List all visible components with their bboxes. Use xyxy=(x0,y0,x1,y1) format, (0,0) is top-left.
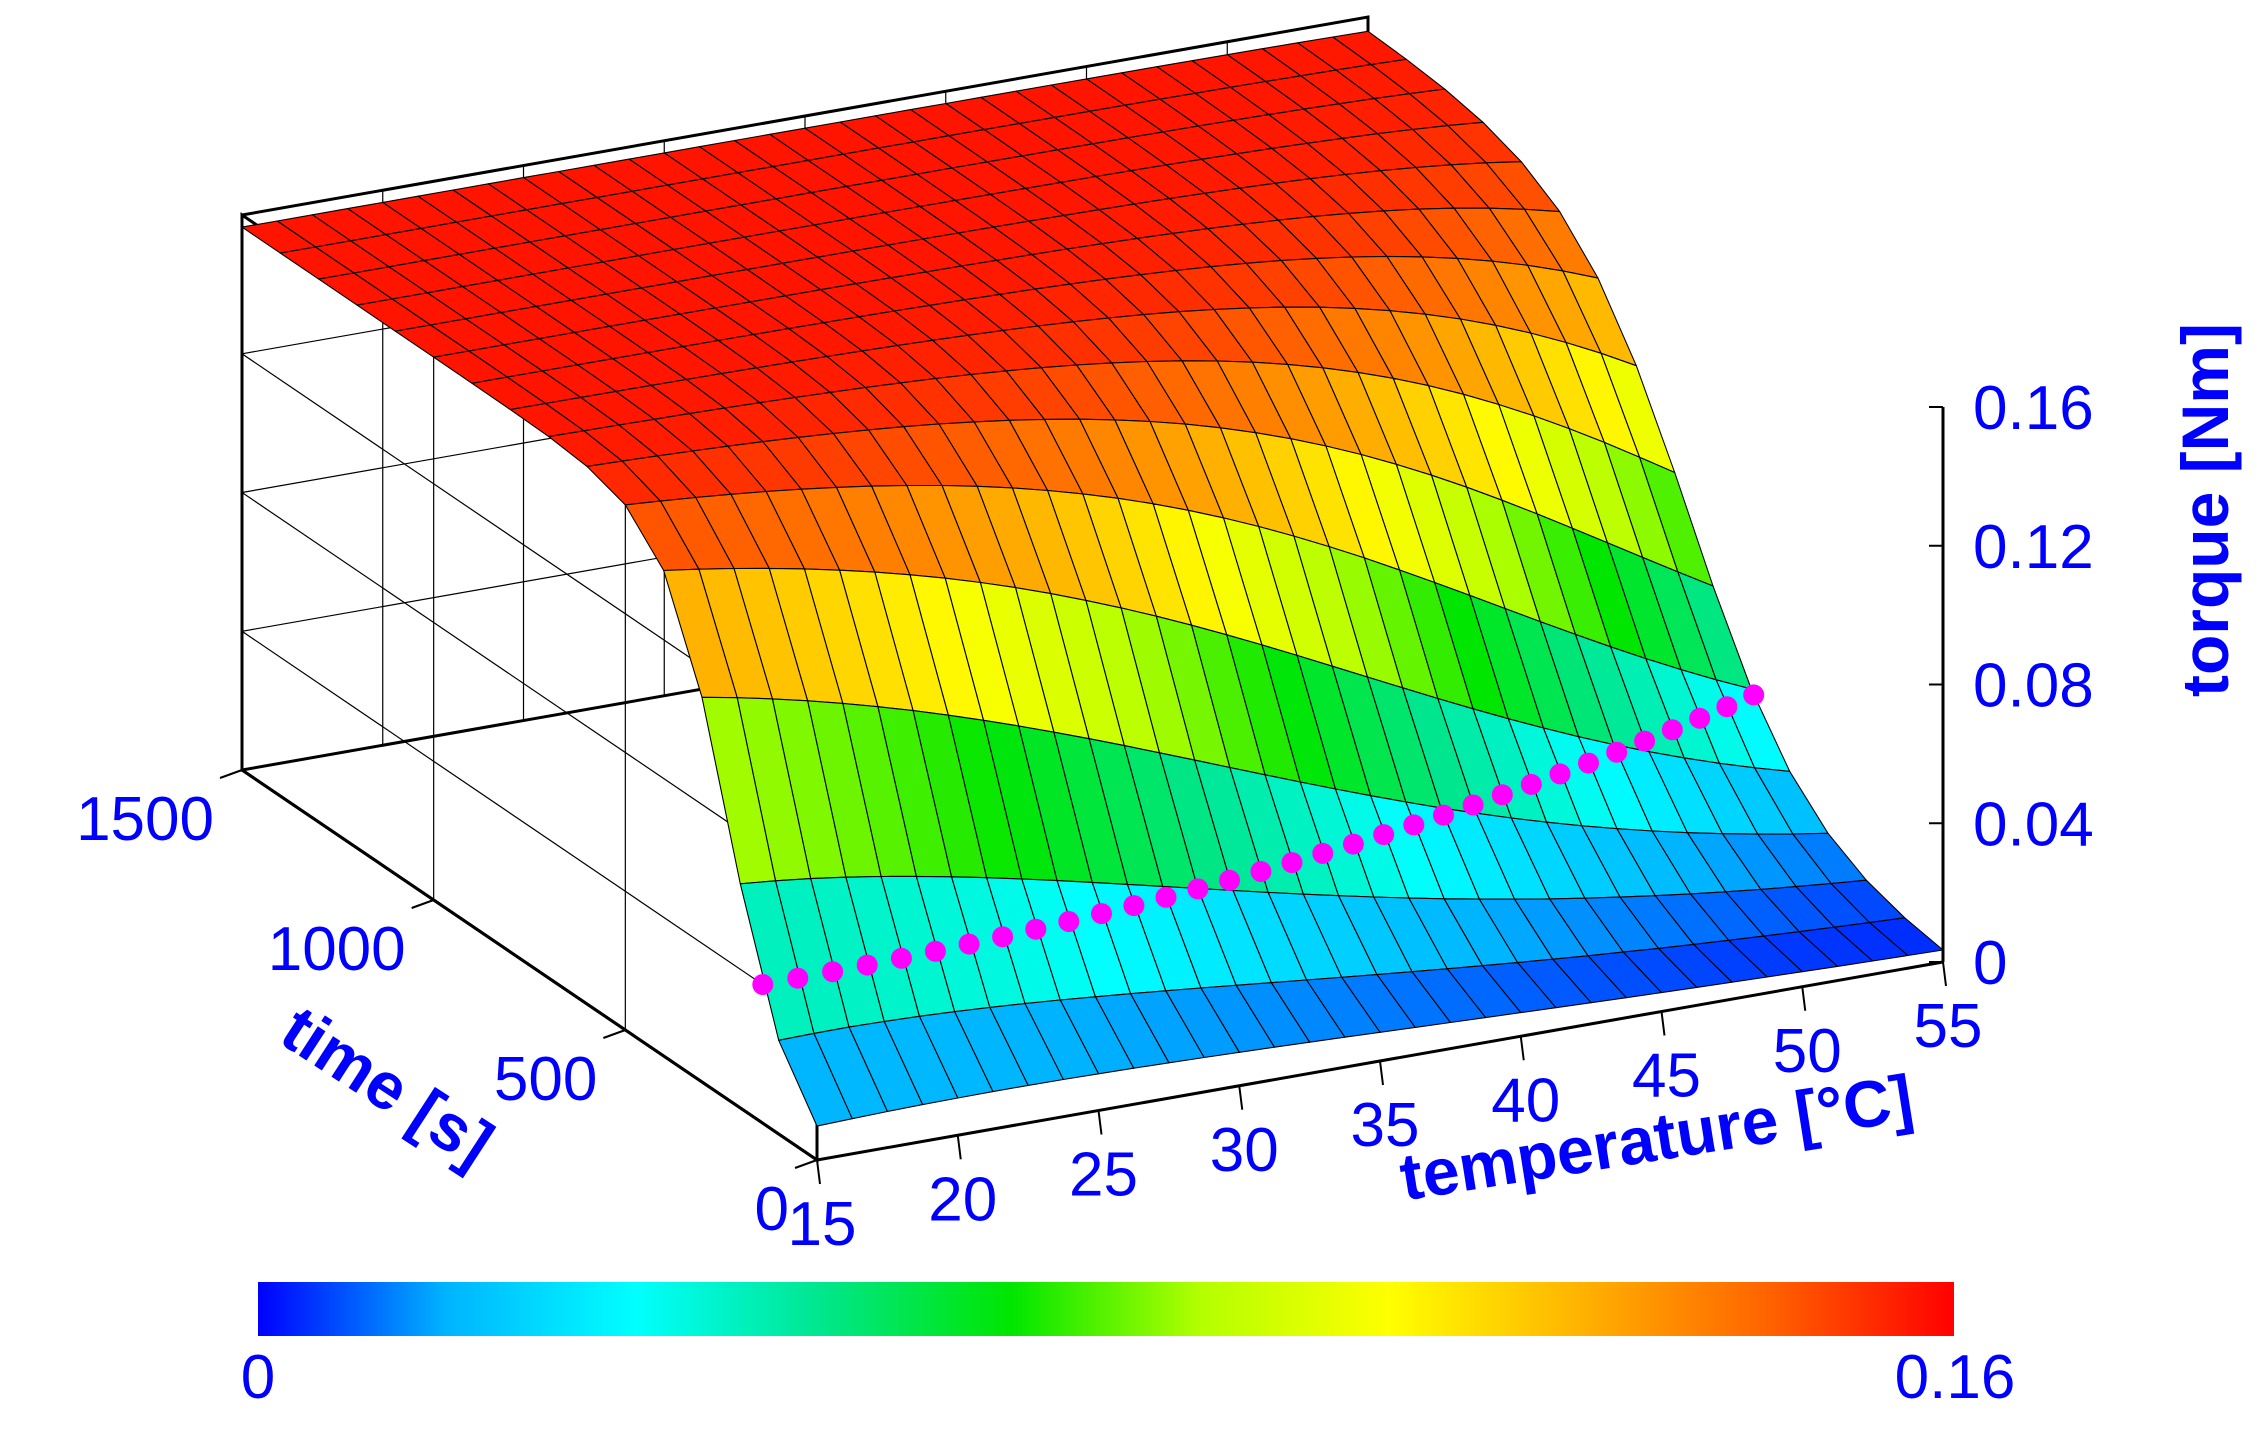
temperature-tick-label: 20 xyxy=(928,1165,997,1234)
time-tick xyxy=(602,1029,626,1039)
z-tick-label: 0.04 xyxy=(1973,790,2094,859)
marker-point xyxy=(1634,730,1656,752)
surface-mesh xyxy=(241,30,1944,1127)
marker-point xyxy=(1312,842,1334,864)
marker-point xyxy=(1281,852,1303,874)
marker-point xyxy=(1250,861,1272,882)
marker-point xyxy=(1606,741,1628,763)
temperature-tick-label: 55 xyxy=(1914,992,1983,1061)
time-axis-line xyxy=(241,768,818,1162)
time-tick-label: 0 xyxy=(755,1175,789,1244)
marker-point xyxy=(1689,707,1711,729)
z-tick-label: 0.08 xyxy=(1973,652,2094,721)
z-tick-label: 0.12 xyxy=(1973,513,2094,582)
temperature-tick xyxy=(1379,1060,1384,1086)
temperature-tick-label: 25 xyxy=(1069,1141,1138,1210)
marker-point xyxy=(1091,903,1112,925)
marker-point xyxy=(1373,824,1395,846)
marker-point xyxy=(856,954,878,976)
temperature-tick xyxy=(1519,1036,1525,1061)
marker-point xyxy=(822,961,844,983)
marker-point xyxy=(1549,763,1571,785)
temperature-tick-label: 40 xyxy=(1491,1066,1560,1135)
marker-point xyxy=(1123,895,1145,917)
marker-point xyxy=(1025,918,1047,940)
marker-point xyxy=(1219,869,1240,891)
marker-point xyxy=(992,926,1014,948)
temperature-tick-label: 30 xyxy=(1210,1116,1279,1185)
marker-point xyxy=(1187,878,1209,900)
temperature-tick xyxy=(1942,961,1947,987)
marker-point xyxy=(1462,794,1484,816)
marker-point xyxy=(1520,773,1542,795)
marker-point xyxy=(752,974,774,995)
marker-point xyxy=(787,967,809,989)
marker-point xyxy=(1578,752,1599,774)
marker-point xyxy=(1342,833,1364,855)
marker-point xyxy=(924,940,946,962)
torque-axis-title: torque [Nm] xyxy=(2168,323,2242,697)
marker-point xyxy=(1661,719,1683,741)
time-tick xyxy=(794,1159,818,1169)
z-tick-label: 0 xyxy=(1973,929,2007,998)
colorbar-max-label: 0.16 xyxy=(1895,1343,2016,1412)
temperature-tick xyxy=(1097,1110,1103,1135)
temperature-tick xyxy=(956,1135,962,1160)
colorbar-gradient xyxy=(258,1282,1954,1336)
marker-point xyxy=(1491,784,1513,806)
temperature-tick xyxy=(816,1159,821,1185)
temperature-tick-label: 45 xyxy=(1632,1042,1701,1111)
surface-patch xyxy=(778,1032,853,1127)
marker-point xyxy=(958,933,980,955)
marker-series xyxy=(752,684,1765,995)
marker-point xyxy=(1716,696,1738,718)
temperature-tick-label: 35 xyxy=(1351,1091,1420,1160)
time-axis-title: time [s] xyxy=(269,991,506,1181)
marker-point xyxy=(1058,911,1080,932)
time-tick xyxy=(219,769,243,779)
marker-point xyxy=(1155,886,1177,908)
time-tick-label: 1000 xyxy=(268,915,406,984)
z-tick-label: 0.16 xyxy=(1973,374,2094,443)
temperature-tick xyxy=(1238,1085,1244,1110)
temperature-tick-label: 50 xyxy=(1773,1017,1842,1086)
time-tick-label: 1500 xyxy=(76,785,214,854)
marker-point xyxy=(1743,684,1765,706)
time-tick xyxy=(411,899,435,909)
temperature-tick xyxy=(1801,986,1807,1011)
temperature-tick xyxy=(1660,1011,1666,1036)
marker-point xyxy=(1433,804,1454,826)
temperature-tick-label: 15 xyxy=(788,1190,857,1259)
colorbar: 0 0.16 xyxy=(241,1282,2016,1412)
time-tick-label: 500 xyxy=(494,1045,597,1114)
colorbar-min-label: 0 xyxy=(241,1343,275,1412)
marker-point xyxy=(890,947,912,969)
marker-point xyxy=(1403,814,1425,836)
